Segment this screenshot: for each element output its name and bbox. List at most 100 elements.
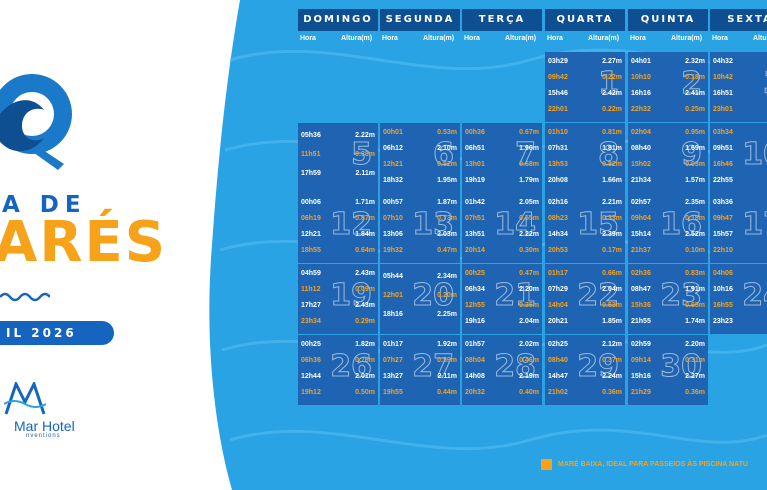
high-tide-row: 02h16 2.21m: [548, 197, 622, 209]
low-tide-row: 11h51 0.38m: [301, 149, 375, 161]
tide-time: 11h51: [301, 151, 321, 158]
low-tide-row: 02h04 0.95m: [631, 127, 705, 139]
high-tide-row: 16h51: [713, 88, 767, 100]
high-tide-row: 03h36: [713, 197, 767, 209]
tide-height: 0.36m: [519, 302, 539, 309]
tide-height: 0.68m: [519, 161, 539, 168]
tide-height: 0.38m: [355, 151, 375, 158]
tide-height: 0.93m: [685, 161, 705, 168]
tide-time: 00h36: [465, 129, 485, 136]
tide-time: 07h51: [465, 215, 485, 222]
tide-time: 20h32: [465, 389, 485, 396]
height-column-label: Altura(m): [671, 35, 703, 42]
low-tide-row: 20h53 0.17m: [548, 245, 622, 257]
tide-height: 0.76m: [355, 357, 375, 364]
tide-time: 00h25: [301, 341, 321, 348]
high-tide-row: 12h21 1.84m: [301, 229, 375, 241]
tide-time: 15h36: [631, 302, 651, 309]
tide-height: 0.20m: [437, 292, 457, 299]
day-cell: 30 02h59 2.20m 09h14 0.31m 15h16 2.27m 21h29 0.3…: [628, 335, 708, 405]
tide-time: 13h27: [383, 373, 403, 380]
tide-height: 2.20m: [685, 341, 705, 348]
weekday-header: SEGUNDA: [380, 9, 460, 31]
tide-height: 0.30m: [519, 247, 539, 254]
tide-time: 08h23: [548, 215, 568, 222]
high-tide-row: 21h34 1.57m: [631, 175, 705, 187]
day-cell: 24 04h06 10h16 16h55 23h23: [710, 264, 767, 334]
day-number: 10: [742, 137, 767, 173]
tide-height: 0.67m: [519, 129, 539, 136]
tide-time: 17h27: [301, 302, 321, 309]
tide-time: 15h46: [548, 90, 568, 97]
height-column-label: Altura(m): [341, 35, 373, 42]
tide-height: 0.82m: [602, 161, 622, 168]
high-tide-row: 03h29 2.27m: [548, 56, 622, 68]
time-column-label: Hora: [712, 35, 728, 42]
tide-time: 06h34: [465, 286, 485, 293]
day-number: 27: [412, 349, 455, 385]
day-number: 7: [515, 137, 537, 173]
tide-time: 01h57: [465, 341, 485, 348]
low-tide-row: 12h55 0.36m: [465, 300, 539, 312]
low-tide-row: 11h12 0.09m: [301, 284, 375, 296]
time-column-label: Hora: [630, 35, 646, 42]
tide-time: 16h16: [631, 90, 651, 97]
high-tide-row: 08h40 1.69m: [631, 143, 705, 155]
height-column-label: Altura(m): [588, 35, 620, 42]
tide-time: 19h16: [465, 318, 485, 325]
tide-time: 19h12: [301, 389, 321, 396]
tide-time: 20h14: [465, 247, 485, 254]
high-tide-row: 13h51 2.22m: [465, 229, 539, 241]
tide-time: 02h36: [631, 270, 651, 277]
tide-time: 05h44: [383, 273, 403, 280]
tide-height: 2.27m: [685, 373, 705, 380]
tide-time: 10h10: [631, 74, 651, 81]
low-tide-row: 15h02 0.93m: [631, 159, 705, 171]
tide-height: 0.59m: [437, 357, 457, 364]
high-tide-row: 15h16 2.27m: [631, 371, 705, 383]
tide-height: 0.53m: [437, 129, 457, 136]
tide-height: 2.34m: [437, 273, 457, 280]
tide-time: 12h21: [383, 161, 403, 168]
tide-height: 2.03m: [437, 231, 457, 238]
tide-time: 18h16: [383, 311, 403, 318]
day-number: 24: [742, 278, 767, 314]
tide-time: 07h29: [548, 286, 568, 293]
tide-height: 0.73m: [437, 215, 457, 222]
tide-time: 15h57: [713, 231, 733, 238]
tide-time: 09h04: [631, 215, 651, 222]
tide-height: 0.50m: [355, 389, 375, 396]
tide-time: 13h51: [465, 231, 485, 238]
tide-time: 08h40: [631, 145, 651, 152]
tide-height: 2.25m: [437, 311, 457, 318]
day-number: 19: [330, 278, 373, 314]
low-tide-row: 13h01 0.68m: [465, 159, 539, 171]
tide-time: 06h36: [301, 357, 321, 364]
tide-height: 2.04m: [602, 286, 622, 293]
day-cell: 12 00h06 1.71m 06h19 0.87m 12h21 1.84m 18h55 0.6…: [298, 193, 378, 263]
tide-height: 0.66m: [602, 270, 622, 277]
low-tide-row: 07h27 0.59m: [383, 355, 457, 367]
tide-height: 2.35m: [685, 199, 705, 206]
day-number: 14: [494, 207, 537, 243]
tide-time: 12h01: [383, 292, 403, 299]
tide-time: 07h10: [383, 215, 403, 222]
day-cell: 8 01h10 0.81m 07h31 1.81m 13h53 0.82m 20h08 1.66…: [545, 123, 625, 193]
time-column-label: Hora: [300, 35, 316, 42]
tide-time: 02h04: [631, 129, 651, 136]
tide-time: 09h51: [713, 145, 733, 152]
high-tide-row: 08h47 1.91m: [631, 284, 705, 296]
tide-time: 02h16: [548, 199, 568, 206]
tide-time: 19h32: [383, 247, 403, 254]
legend-text: MARÉ BAIXA, IDEAL PARA PASSEIOS ÀS PISCI…: [558, 461, 748, 468]
low-tide-row: 04h06: [713, 268, 767, 280]
wave-logo-icon: [0, 74, 72, 170]
tide-time: 15h14: [631, 231, 651, 238]
tide-time: 06h19: [301, 215, 321, 222]
low-tide-row: 09h14 0.31m: [631, 355, 705, 367]
low-tide-row: 12h21 0.52m: [383, 159, 457, 171]
tide-time: 20h21: [548, 318, 568, 325]
tide-time: 00h25: [465, 270, 485, 277]
low-tide-row: 21h29 0.36m: [631, 387, 705, 399]
